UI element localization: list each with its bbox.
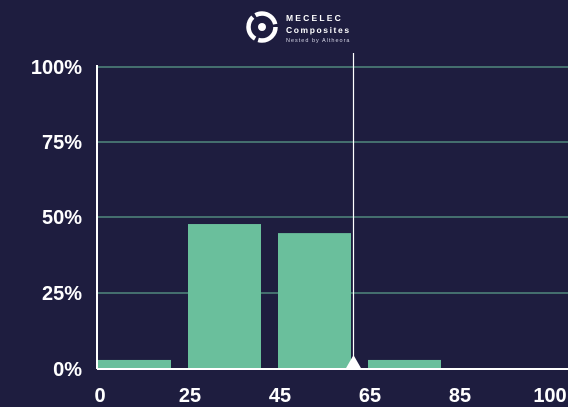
y-tick-label: 75% — [42, 132, 82, 154]
x-tick-label: 0 — [94, 385, 105, 407]
x-tick-label: 25 — [179, 385, 201, 407]
axes — [96, 65, 568, 370]
y-tick-labels: 0% 25% 50% 75% 100% — [31, 57, 82, 381]
x-tick-label: 45 — [269, 385, 291, 407]
brand-name: MECELEC — [286, 13, 343, 23]
brand-mark-icon — [246, 11, 278, 43]
bar — [188, 224, 261, 369]
bar — [98, 359, 171, 369]
marker-triangle — [345, 355, 362, 369]
x-tick-label: 65 — [359, 385, 381, 407]
y-tick-label: 0% — [53, 359, 82, 381]
brand-tagline: Nested by Altheora — [286, 38, 351, 44]
y-tick-label: 100% — [31, 57, 82, 79]
marker — [345, 53, 362, 369]
bar — [368, 359, 441, 369]
brand-logo: MECELEC Composites Nested by Altheora — [246, 11, 416, 53]
bar — [278, 233, 351, 369]
bars — [98, 224, 441, 369]
brand-subname: Composites — [286, 25, 351, 35]
y-tick-label: 50% — [42, 207, 82, 229]
x-tick-labels: 0 25 45 65 85 100 — [94, 385, 566, 407]
x-tick-label: 100 — [533, 385, 566, 407]
y-tick-label: 25% — [42, 283, 82, 305]
x-tick-label: 85 — [449, 385, 471, 407]
